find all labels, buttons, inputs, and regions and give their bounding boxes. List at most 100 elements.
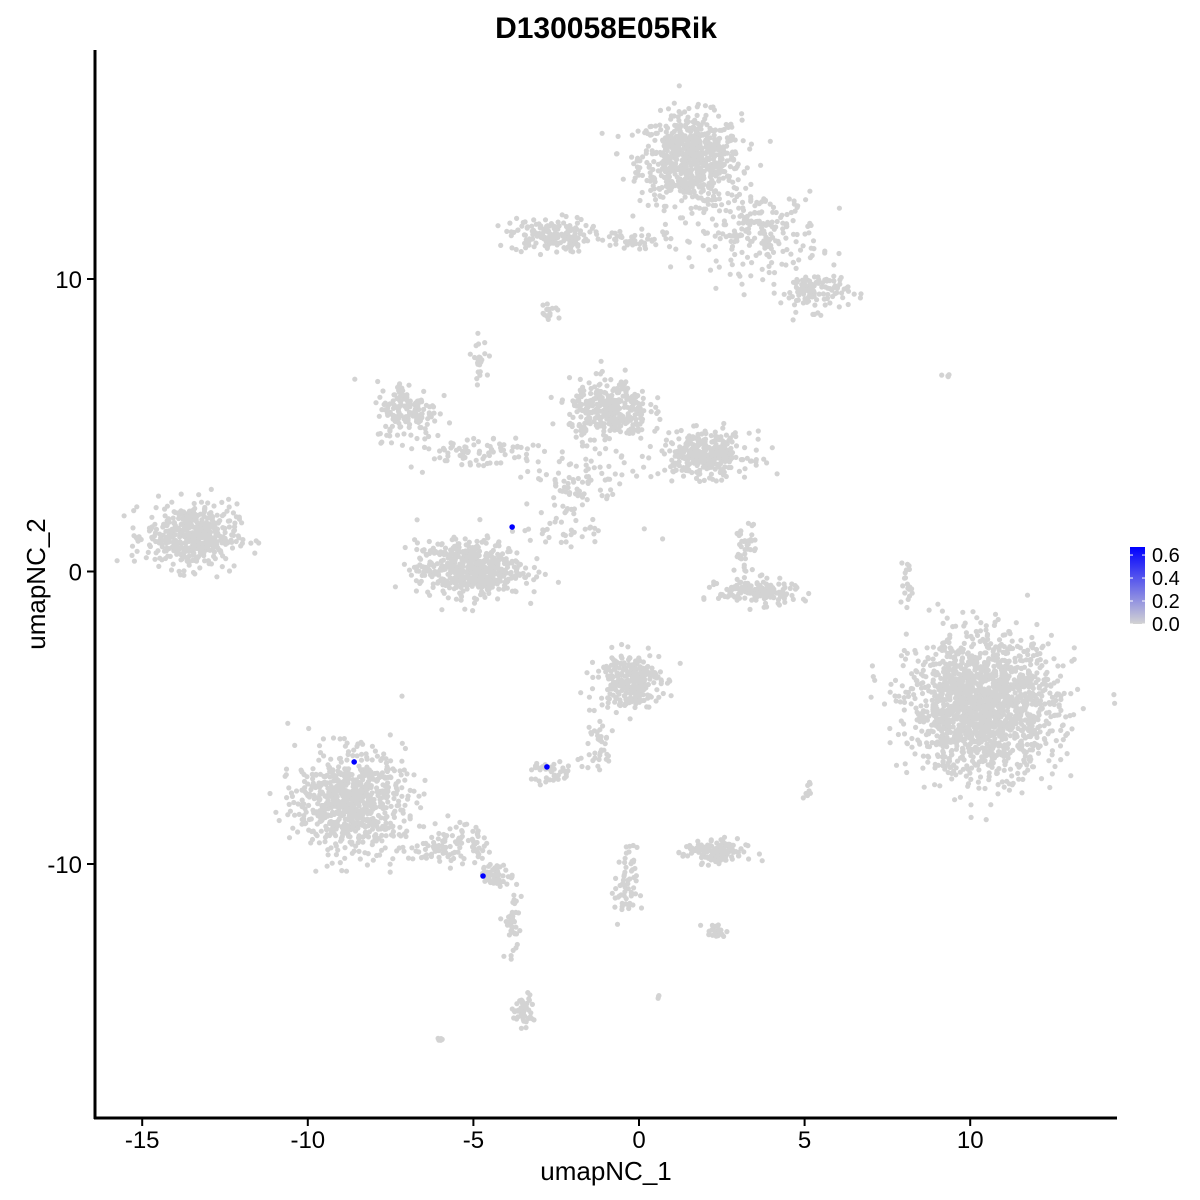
cell-point [649, 148, 655, 154]
cell-point [744, 254, 751, 260]
cell-point [932, 765, 938, 771]
cell-point [694, 181, 700, 187]
cell-point [625, 411, 631, 417]
cell-point [1029, 634, 1035, 641]
cell-point [640, 154, 646, 160]
cell-point [613, 237, 619, 243]
cell-point [787, 290, 793, 296]
cell-point [682, 455, 688, 461]
cell-point [413, 588, 419, 594]
cell-point [733, 186, 740, 192]
cell-point [603, 446, 609, 452]
cell-point [509, 245, 515, 251]
cell-point [578, 216, 584, 223]
cell-point [531, 217, 537, 223]
cell-point [717, 156, 724, 162]
cell-point [692, 444, 698, 450]
cell-point [1046, 758, 1052, 764]
cell-point [480, 456, 486, 462]
cell-point [750, 521, 757, 528]
cell-point [769, 219, 775, 225]
cell-point [176, 550, 182, 557]
cell-point [191, 500, 197, 507]
cell-point [657, 107, 664, 113]
cell-point [872, 677, 878, 683]
cell-point [820, 291, 827, 297]
cell-point [482, 557, 488, 563]
cell-point [495, 540, 501, 547]
cell-point [202, 558, 208, 564]
cell-point [453, 536, 459, 542]
cell-point [1037, 723, 1043, 729]
cell-point [541, 448, 548, 454]
cell-point [503, 558, 509, 564]
cell-point [771, 281, 777, 287]
cell-point [114, 558, 120, 564]
cell-point [716, 208, 723, 214]
cell-point [641, 526, 647, 532]
cell-point [408, 432, 414, 438]
cell-point [634, 473, 640, 479]
cell-point [970, 609, 976, 615]
cell-point [944, 709, 950, 715]
cell-point [933, 651, 939, 657]
cell-point [733, 454, 739, 460]
cell-point [582, 526, 588, 532]
cell-point [494, 460, 500, 466]
cell-point [712, 244, 718, 250]
cell-point [488, 549, 494, 556]
cell-point [1004, 708, 1011, 714]
cell-point [893, 698, 899, 704]
cell-point [1025, 652, 1031, 658]
cell-point [387, 401, 393, 407]
cell-point [538, 509, 544, 516]
cell-point [640, 395, 646, 401]
cell-point [1053, 697, 1059, 704]
cell-point [667, 448, 673, 454]
cell-point [449, 579, 455, 585]
cell-point [776, 602, 783, 608]
cell-point [1034, 658, 1041, 664]
cell-point [707, 267, 714, 273]
cell-point [506, 545, 512, 552]
cell-point [450, 441, 456, 447]
cell-point [497, 554, 503, 560]
cell-point [440, 588, 446, 594]
cell-point [639, 172, 646, 178]
cell-point [851, 291, 857, 297]
cell-point [592, 539, 598, 545]
points-layer [114, 83, 1118, 1043]
cell-point [764, 460, 770, 466]
cell-point [583, 222, 589, 229]
cell-point [553, 305, 559, 311]
cell-point [596, 382, 602, 388]
cell-point [1027, 754, 1033, 760]
cell-point [1045, 641, 1051, 647]
cell-point [706, 185, 712, 191]
cell-point [709, 216, 716, 222]
cell-point [537, 251, 544, 258]
cell-point [530, 442, 536, 448]
cell-point [574, 220, 581, 226]
cell-point [476, 448, 483, 454]
cell-point [590, 223, 597, 229]
cell-point [677, 215, 684, 221]
cell-point [561, 478, 567, 484]
cell-point [618, 398, 624, 404]
cell-point [588, 477, 594, 483]
cell-point [900, 663, 906, 669]
cell-point [421, 388, 427, 394]
cell-point [790, 317, 796, 323]
cell-point [505, 576, 511, 582]
cell-point [556, 315, 562, 321]
cell-point [985, 672, 991, 678]
cell-point [1058, 727, 1064, 734]
cell-point [729, 192, 735, 198]
cell-point [738, 528, 744, 534]
cell-point [783, 262, 789, 268]
cell-point [741, 562, 747, 568]
cell-point [176, 515, 182, 522]
cell-point [713, 285, 719, 291]
cell-point [521, 232, 528, 238]
cell-point [700, 464, 706, 470]
